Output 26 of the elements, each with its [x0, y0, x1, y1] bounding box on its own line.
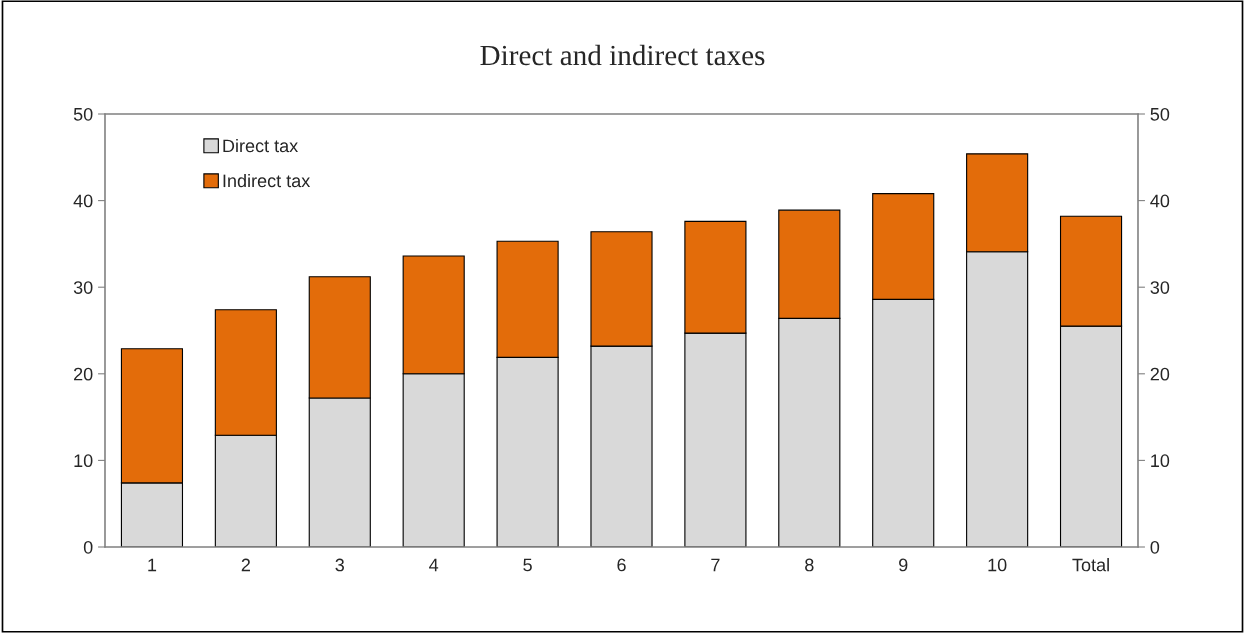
x-tick-label: 9 — [899, 558, 908, 572]
y-tick-label: 10 — [74, 454, 93, 468]
x-tick-label: 3 — [335, 558, 344, 572]
y2-tick-label: 30 — [1150, 281, 1170, 294]
y-tick-label: 40 — [73, 194, 93, 208]
legend-label: Indirect tax — [223, 173, 311, 188]
chart-title: Direct and indirect taxes — [480, 44, 765, 66]
y2-tick-label: 0 — [1150, 540, 1160, 554]
legend-label: Direct tax — [223, 139, 298, 153]
x-tick-label: 4 — [429, 558, 439, 572]
y2-tick-label: 50 — [1150, 107, 1170, 121]
y2-tick-label: 40 — [1150, 194, 1170, 208]
y2-tick-label: 20 — [1150, 367, 1170, 381]
x-tick-label: 10 — [988, 558, 1007, 572]
x-tick-label: 6 — [617, 558, 626, 572]
y-tick-label: 20 — [74, 367, 93, 381]
y-tick-label: 30 — [73, 281, 93, 294]
x-tick-label: 2 — [241, 558, 250, 572]
y2-tick-label: 10 — [1151, 454, 1170, 468]
x-tick-label: 1 — [148, 558, 157, 572]
x-tick-label: Total — [1072, 558, 1109, 572]
x-tick-label: 8 — [805, 558, 814, 572]
y-tick-label: 50 — [73, 107, 93, 121]
y-tick-label: 0 — [83, 540, 93, 554]
x-tick-label: 5 — [523, 558, 532, 572]
x-tick-label: 7 — [711, 558, 720, 572]
